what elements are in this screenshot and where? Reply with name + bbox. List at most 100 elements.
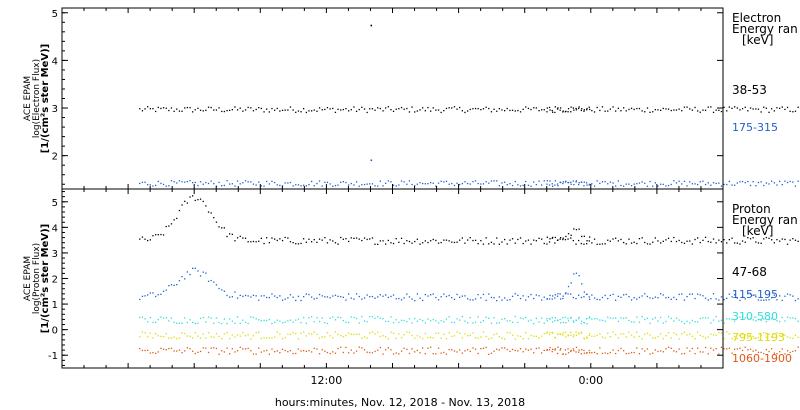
data-point <box>474 107 477 110</box>
data-point <box>543 296 545 298</box>
data-point <box>509 332 511 334</box>
data-point <box>636 107 638 110</box>
data-point <box>554 320 556 322</box>
data-point <box>567 293 569 295</box>
data-point <box>543 322 545 324</box>
data-point <box>205 337 207 339</box>
data-point <box>430 240 432 242</box>
data-point <box>511 109 514 111</box>
data-point <box>451 321 453 323</box>
series-38-53 <box>139 24 799 114</box>
data-point <box>773 110 775 112</box>
data-point <box>527 338 530 340</box>
data-point <box>279 238 281 240</box>
data-point <box>548 241 551 243</box>
data-point <box>652 352 654 354</box>
data-point <box>517 109 519 112</box>
data-point <box>382 240 384 242</box>
data-point <box>749 334 752 336</box>
data-point <box>797 346 799 348</box>
data-point <box>416 335 418 337</box>
data-point <box>461 110 463 112</box>
data-point <box>155 333 157 335</box>
data-point <box>218 353 220 355</box>
data-point <box>490 241 493 243</box>
data-point <box>731 237 733 239</box>
data-point <box>313 298 315 300</box>
data-point <box>477 108 479 110</box>
data-point <box>292 296 294 298</box>
data-point <box>752 181 754 183</box>
data-point <box>554 317 556 319</box>
data-point <box>276 350 278 352</box>
data-point <box>242 110 244 112</box>
data-point <box>316 348 318 350</box>
data-point <box>723 106 725 108</box>
data-point <box>443 351 445 354</box>
data-point <box>670 337 672 339</box>
data-point <box>789 317 791 319</box>
data-point <box>570 237 572 239</box>
data-point <box>712 293 715 295</box>
data-point <box>493 297 495 299</box>
data-point <box>181 181 183 183</box>
data-point <box>340 335 342 337</box>
data-point <box>382 353 384 355</box>
data-point <box>239 183 241 185</box>
data-point <box>789 294 791 296</box>
data-point <box>567 352 570 354</box>
data-point <box>734 348 736 350</box>
data-point <box>353 106 355 108</box>
data-point <box>601 352 604 355</box>
data-point <box>295 319 297 321</box>
data-point <box>726 183 728 186</box>
data-point <box>271 180 273 182</box>
data-point <box>480 321 482 323</box>
spike-point <box>370 159 373 162</box>
data-point <box>628 183 630 185</box>
data-point <box>345 346 347 348</box>
data-point <box>654 109 656 111</box>
data-point <box>755 349 757 351</box>
data-point <box>739 243 741 245</box>
data-point <box>160 335 162 337</box>
data-point <box>763 299 765 301</box>
data-point <box>573 109 575 111</box>
data-point <box>456 293 458 296</box>
data-point <box>522 338 524 340</box>
data-point <box>168 285 170 287</box>
data-point <box>596 318 598 320</box>
time-axis-label: hours:minutes, Nov. 12, 2018 - Nov. 13, … <box>275 396 525 409</box>
data-point <box>586 318 588 320</box>
data-point <box>422 337 424 340</box>
data-point <box>557 293 559 295</box>
data-point <box>379 294 381 296</box>
data-point <box>641 110 643 112</box>
data-point <box>617 349 619 352</box>
data-point <box>176 108 178 110</box>
data-point <box>564 293 567 295</box>
data-point <box>591 352 593 354</box>
data-point <box>440 180 442 182</box>
data-point <box>155 234 157 236</box>
data-point <box>419 243 421 245</box>
data-point <box>387 106 389 108</box>
data-point <box>374 243 376 245</box>
data-point <box>480 297 482 299</box>
data-point <box>554 106 556 108</box>
data-point <box>390 181 392 183</box>
data-point <box>649 111 651 113</box>
data-point <box>673 109 675 111</box>
data-point <box>242 319 244 321</box>
data-point <box>552 348 554 350</box>
data-point <box>342 108 344 111</box>
data-point <box>779 180 781 182</box>
data-point <box>578 228 580 230</box>
data-point <box>226 331 228 334</box>
data-point <box>247 106 249 109</box>
data-point <box>464 320 466 322</box>
data-point <box>260 351 262 353</box>
